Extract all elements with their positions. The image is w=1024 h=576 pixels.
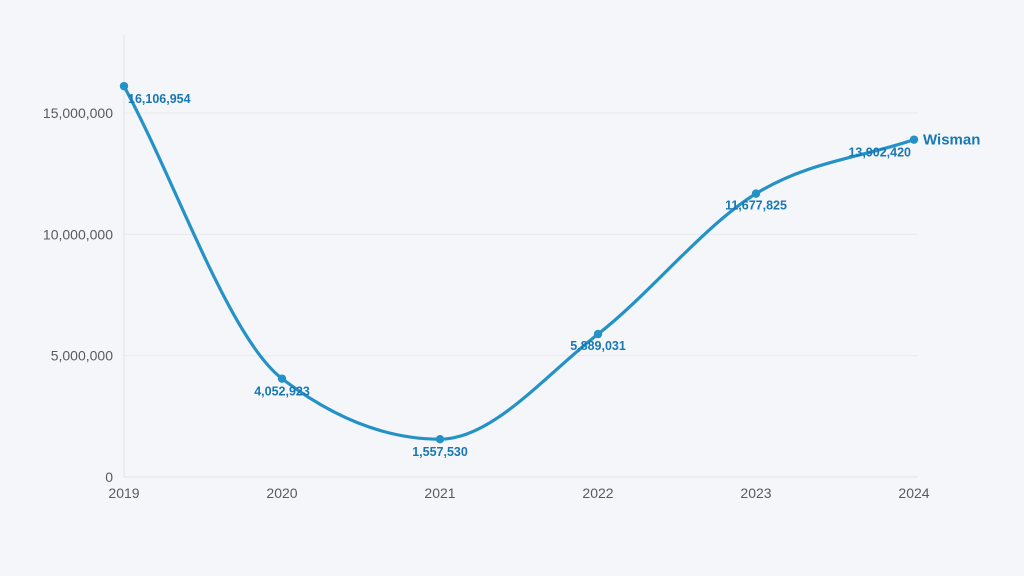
y-tick-label: 15,000,000 (43, 105, 113, 121)
x-tick-label-2023: 2023 (740, 485, 771, 501)
y-tick-label: 0 (105, 469, 113, 485)
series-label-wisman: Wisman (923, 132, 980, 149)
x-tick-label-2024: 2024 (898, 485, 929, 501)
data-label-2022: 5,889,031 (570, 339, 626, 353)
data-point-2021[interactable] (435, 435, 445, 444)
data-label-2020: 4,052,923 (254, 385, 310, 399)
data-label-2021: 1,557,530 (412, 445, 468, 459)
y-tick-label: 5,000,000 (51, 348, 113, 364)
x-tick-label-2022: 2022 (582, 485, 613, 501)
x-tick-label-2019: 2019 (108, 485, 139, 501)
data-point-2022[interactable] (593, 329, 603, 339)
data-label-2019: 16,106,954 (128, 92, 191, 106)
data-point-2020[interactable] (277, 374, 287, 383)
data-label-2024: 13,902,420 (848, 146, 911, 160)
data-label-2023: 11,677,825 (725, 199, 787, 213)
series-line-wisman (122, 84, 916, 441)
x-tick-label-2020: 2020 (266, 485, 297, 501)
x-tick-label-2021: 2021 (424, 485, 455, 501)
data-point-2023[interactable] (751, 189, 761, 198)
y-tick-label: 10,000,000 (43, 226, 113, 242)
data-point-2019[interactable] (119, 81, 129, 91)
data-point-2024[interactable] (909, 135, 919, 144)
